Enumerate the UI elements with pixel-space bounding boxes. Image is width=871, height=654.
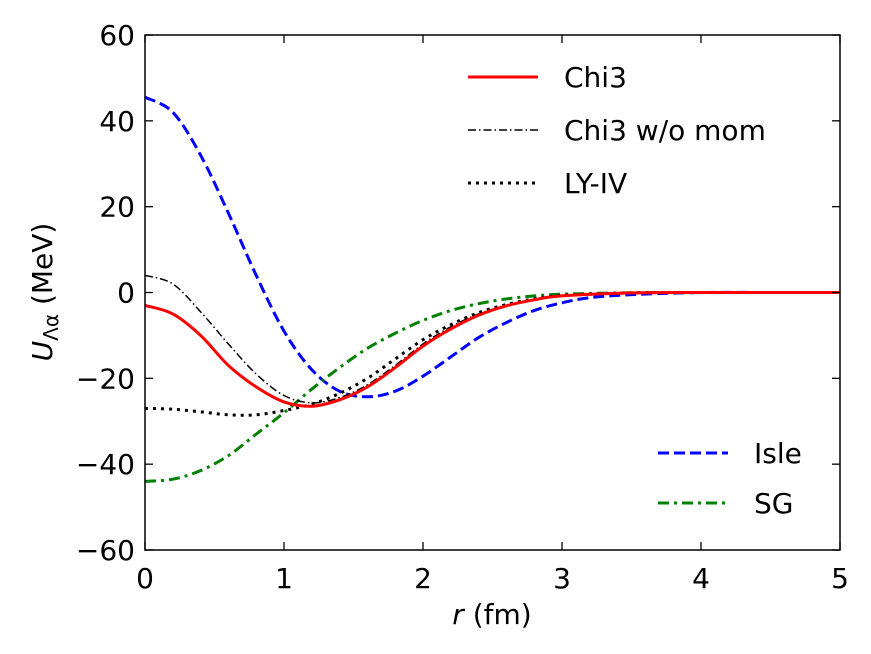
legend-bottom-right: Isle SG <box>658 437 802 520</box>
legend-label: Isle <box>754 437 802 470</box>
x-axis-title: r (fm) <box>452 598 531 631</box>
x-tick-label: 3 <box>553 562 571 595</box>
y-axis-unit <box>26 305 59 314</box>
y-tick-label: −60 <box>76 534 135 567</box>
y-tick-label: 20 <box>99 191 135 224</box>
y-tick-label: 0 <box>117 277 135 310</box>
y-axis-title: UΛα (MeV) <box>26 223 63 362</box>
x-tick-label: 1 <box>275 562 293 595</box>
series-line-sg <box>145 290 840 483</box>
y-tick-label: 40 <box>99 105 135 138</box>
y-tick-label: −40 <box>76 448 135 481</box>
x-tick-label: 2 <box>414 562 432 595</box>
legend-label: LY-IV <box>564 167 627 200</box>
x-axis-var: r <box>452 598 465 631</box>
series-group <box>145 95 840 483</box>
series-line-isle <box>145 95 840 399</box>
y-tick-label: 60 <box>99 19 135 52</box>
x-tick-label: 0 <box>136 562 154 595</box>
legend-label: Chi3 <box>564 61 627 94</box>
x-axis-unit: (fm) <box>473 598 532 631</box>
tick-layer: 0 1 2 3 4 5 −60 −40 −20 0 20 40 60 <box>76 19 849 595</box>
legend-label: SG <box>754 487 793 520</box>
legend-label: Chi3 w/o mom <box>564 114 766 147</box>
series-layer <box>145 95 840 483</box>
series-line-chi3-w-o-mom <box>145 274 840 404</box>
legend-top-right: Chi3 Chi3 w/o mom LY-IV <box>468 61 766 200</box>
legend-layer: Chi3 Chi3 w/o mom LY-IV Isle SG <box>468 61 802 520</box>
y-tick-label: −20 <box>76 362 135 395</box>
x-tick-label: 4 <box>692 562 710 595</box>
y-axis-var: U <box>26 341 59 362</box>
x-tick-label: 5 <box>831 562 849 595</box>
y-axis-sub: Λα <box>39 314 63 341</box>
series-line-chi3 <box>145 290 840 408</box>
y-axis-unit-text: (MeV) <box>26 223 59 305</box>
